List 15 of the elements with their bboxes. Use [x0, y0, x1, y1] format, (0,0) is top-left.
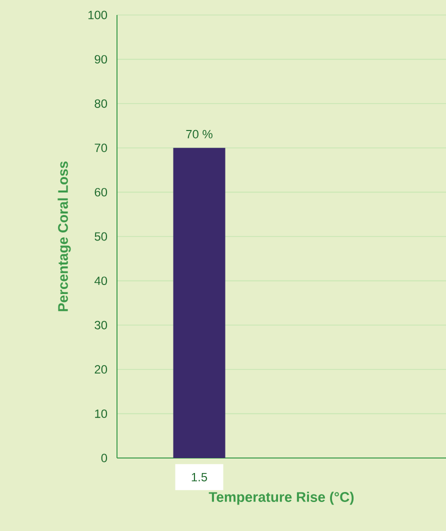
- y-tick-label: 90: [94, 55, 107, 64]
- y-tick-label: 60: [94, 188, 107, 196]
- y-tick-label: 80: [94, 99, 107, 108]
- x-tick-label: 1.5: [192, 473, 207, 482]
- y-tick-label: 30: [94, 320, 107, 330]
- y-tick-label: 50: [94, 232, 107, 241]
- y-tick-label: 100: [88, 10, 107, 20]
- y-tick-label: 0: [101, 454, 107, 462]
- data-label: 70 %: [186, 130, 212, 138]
- y-tick-label: 10: [94, 409, 107, 418]
- y-axis-title: Percentage Coral Loss: [57, 162, 70, 312]
- x-axis-title: Temperature Rise (°C): [208, 492, 354, 505]
- y-tick-label: 40: [94, 276, 107, 286]
- y-tick-label: 70: [94, 144, 107, 152]
- y-tick-label: 20: [94, 365, 107, 374]
